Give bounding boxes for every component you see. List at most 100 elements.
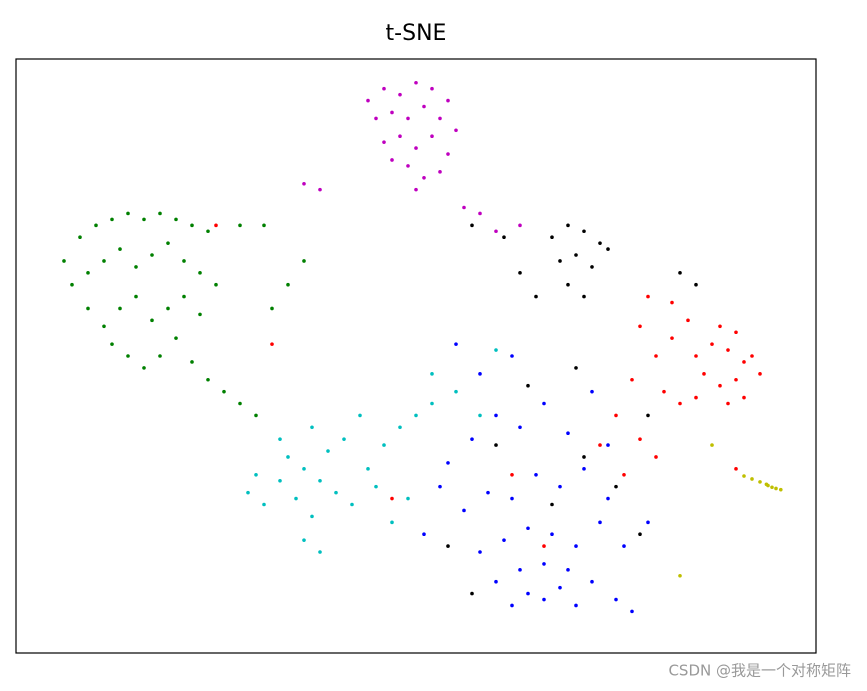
point xyxy=(678,573,682,578)
point xyxy=(494,413,498,418)
point xyxy=(566,568,570,572)
point xyxy=(350,502,354,507)
point xyxy=(494,579,498,584)
point xyxy=(502,538,506,542)
point xyxy=(462,508,466,513)
point xyxy=(414,413,418,418)
point xyxy=(214,223,218,228)
point xyxy=(390,110,394,115)
point xyxy=(302,181,306,186)
point xyxy=(614,484,618,489)
point xyxy=(526,591,530,596)
point xyxy=(758,480,762,484)
point xyxy=(254,473,258,477)
point xyxy=(278,437,282,441)
point xyxy=(566,431,570,436)
point xyxy=(206,229,210,234)
point xyxy=(390,496,394,501)
point xyxy=(430,401,434,406)
point xyxy=(534,473,538,477)
point xyxy=(358,413,362,418)
point xyxy=(134,294,138,299)
point xyxy=(718,383,722,388)
point xyxy=(470,437,474,441)
point xyxy=(478,211,482,216)
point xyxy=(470,591,474,596)
point xyxy=(390,520,394,525)
point xyxy=(518,425,522,430)
point xyxy=(534,294,538,299)
point xyxy=(598,443,602,447)
point xyxy=(78,235,82,239)
point xyxy=(438,484,442,489)
point xyxy=(438,170,442,174)
point xyxy=(254,413,258,418)
point xyxy=(750,354,754,358)
point xyxy=(134,265,138,269)
point xyxy=(366,98,370,103)
point xyxy=(566,223,570,228)
point xyxy=(558,259,562,263)
point xyxy=(734,330,738,335)
point xyxy=(446,544,450,548)
point xyxy=(382,140,386,144)
point xyxy=(494,443,498,447)
point xyxy=(638,532,642,536)
point xyxy=(150,253,154,257)
point xyxy=(422,532,426,536)
point xyxy=(102,259,106,263)
point xyxy=(334,490,338,495)
point xyxy=(318,478,322,483)
point xyxy=(478,413,482,418)
point xyxy=(486,490,490,495)
point xyxy=(310,514,314,519)
point xyxy=(94,223,98,228)
point xyxy=(158,211,162,216)
point xyxy=(606,496,610,501)
point xyxy=(446,98,450,103)
point xyxy=(494,229,498,234)
point xyxy=(646,413,650,418)
point xyxy=(646,294,650,299)
point xyxy=(622,544,626,548)
point xyxy=(126,211,130,216)
point xyxy=(646,520,650,525)
point xyxy=(414,187,418,192)
point xyxy=(110,342,114,346)
point xyxy=(438,116,442,121)
point xyxy=(406,164,410,168)
point xyxy=(454,342,458,346)
point xyxy=(590,389,594,394)
point xyxy=(142,217,146,222)
point xyxy=(550,532,554,536)
point xyxy=(574,603,578,608)
point xyxy=(678,271,682,275)
point xyxy=(622,473,626,477)
point xyxy=(390,158,394,162)
point xyxy=(654,354,658,358)
point xyxy=(678,401,682,406)
point xyxy=(406,496,410,501)
point xyxy=(502,235,506,239)
point xyxy=(214,282,218,287)
point xyxy=(478,372,482,376)
point xyxy=(742,474,746,478)
point xyxy=(774,486,778,491)
point xyxy=(718,324,722,329)
point xyxy=(382,443,386,447)
point xyxy=(582,294,586,299)
point xyxy=(142,366,146,370)
point xyxy=(518,223,522,228)
point xyxy=(750,477,754,481)
point xyxy=(694,282,698,287)
point xyxy=(758,372,762,376)
point xyxy=(398,92,402,97)
point xyxy=(654,455,658,459)
point xyxy=(166,241,170,245)
point xyxy=(446,461,450,465)
point xyxy=(510,496,514,501)
point xyxy=(542,562,546,566)
point xyxy=(518,271,522,275)
point xyxy=(398,425,402,430)
point xyxy=(454,128,458,133)
